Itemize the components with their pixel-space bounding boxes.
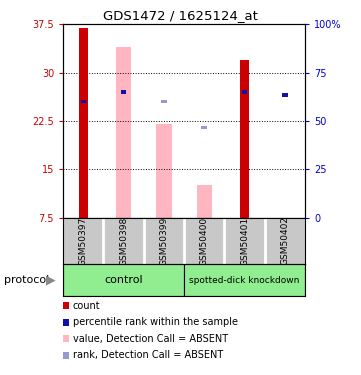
Text: GSM50398: GSM50398 <box>119 216 128 266</box>
Text: GSM50400: GSM50400 <box>200 216 209 266</box>
Text: spotted-dick knockdown: spotted-dick knockdown <box>190 276 300 285</box>
Bar <box>79 28 88 218</box>
Bar <box>240 60 249 217</box>
Text: protocol: protocol <box>4 275 49 285</box>
Bar <box>121 90 126 94</box>
Bar <box>161 100 167 104</box>
Bar <box>63 264 184 296</box>
Bar <box>242 90 247 94</box>
Text: GSM50402: GSM50402 <box>280 216 290 266</box>
Text: GDS1472 / 1625124_at: GDS1472 / 1625124_at <box>103 9 258 22</box>
Bar <box>156 124 171 218</box>
Text: GSM50401: GSM50401 <box>240 216 249 266</box>
Text: GSM50399: GSM50399 <box>160 216 169 266</box>
Bar <box>201 126 207 129</box>
Text: ▶: ▶ <box>46 274 56 287</box>
Text: rank, Detection Call = ABSENT: rank, Detection Call = ABSENT <box>73 350 223 360</box>
Text: control: control <box>104 275 143 285</box>
Bar <box>197 185 212 218</box>
Text: count: count <box>73 301 100 310</box>
Bar <box>116 47 131 217</box>
Bar <box>184 264 305 296</box>
Text: value, Detection Call = ABSENT: value, Detection Call = ABSENT <box>73 334 228 344</box>
Bar <box>282 93 288 97</box>
Text: percentile rank within the sample: percentile rank within the sample <box>73 317 238 327</box>
Bar <box>81 100 86 104</box>
Text: GSM50397: GSM50397 <box>79 216 88 266</box>
